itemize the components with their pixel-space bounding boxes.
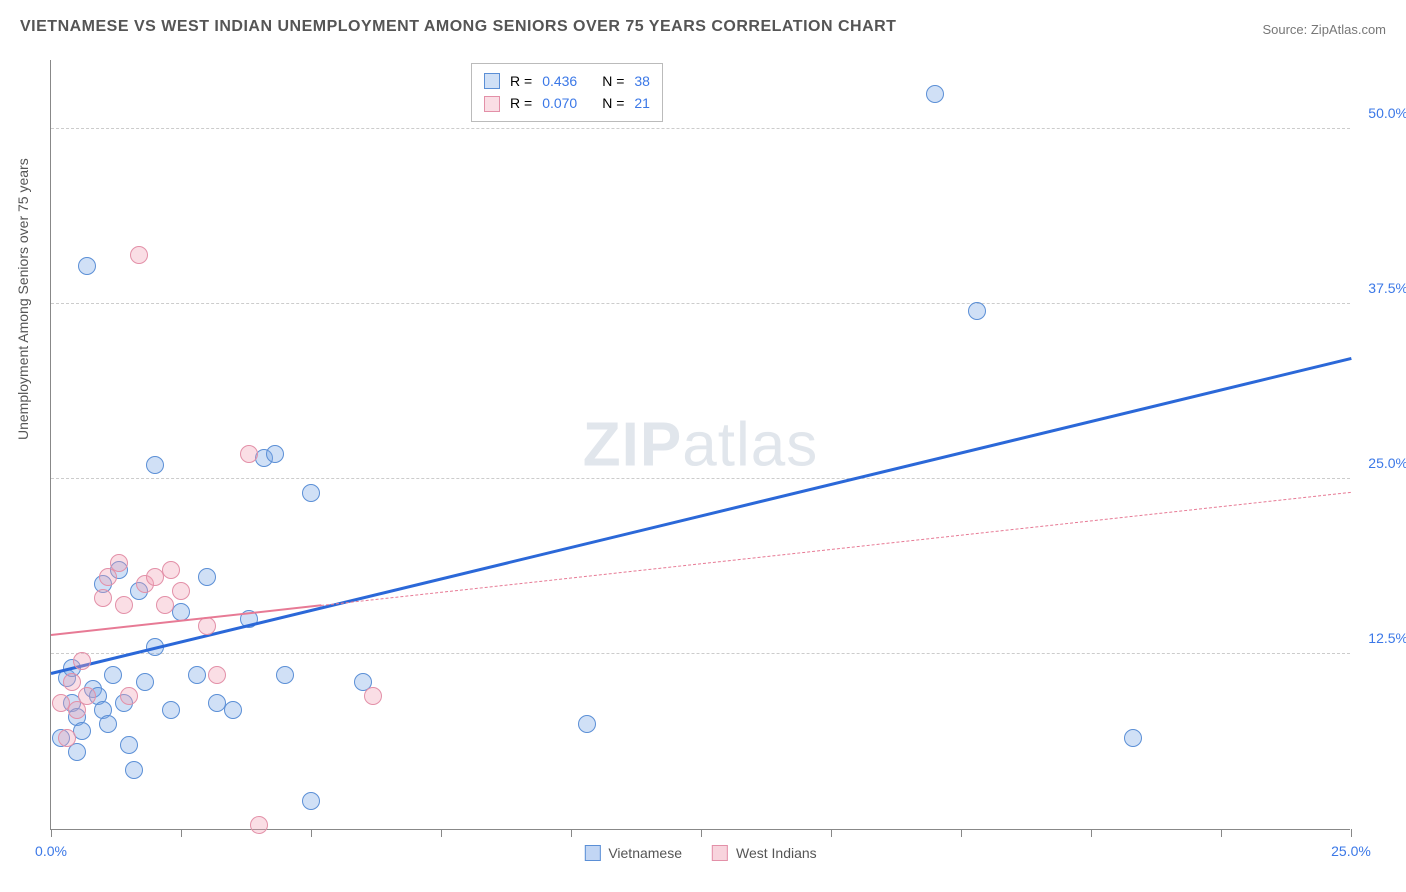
data-point — [130, 246, 148, 264]
data-point — [73, 652, 91, 670]
legend-label: West Indians — [736, 845, 817, 861]
data-point — [63, 673, 81, 691]
y-tick-label: 12.5% — [1368, 630, 1406, 646]
x-tick — [1221, 829, 1222, 837]
scatter-chart: ZIPatlas 12.5%25.0%37.5%50.0%0.0%25.0%R … — [50, 60, 1350, 830]
legend-r-label: R = — [510, 92, 532, 114]
data-point — [240, 445, 258, 463]
legend-n-label: N = — [602, 92, 624, 114]
data-point — [99, 715, 117, 733]
source-attribution: Source: ZipAtlas.com — [1262, 22, 1386, 37]
data-point — [162, 701, 180, 719]
trend-line — [321, 492, 1351, 606]
data-point — [110, 554, 128, 572]
data-point — [125, 761, 143, 779]
data-point — [364, 687, 382, 705]
data-point — [156, 596, 174, 614]
legend-r-value: 0.070 — [542, 92, 592, 114]
legend-swatch — [712, 845, 728, 861]
legend-r-value: 0.436 — [542, 70, 592, 92]
data-point — [968, 302, 986, 320]
legend-n-value: 38 — [634, 70, 650, 92]
x-tick — [51, 829, 52, 837]
data-point — [58, 729, 76, 747]
x-tick — [181, 829, 182, 837]
x-tick-label: 0.0% — [35, 843, 67, 859]
legend-n-label: N = — [602, 70, 624, 92]
x-tick — [961, 829, 962, 837]
gridline — [51, 128, 1350, 129]
data-point — [208, 666, 226, 684]
data-point — [78, 687, 96, 705]
data-point — [198, 617, 216, 635]
gridline — [51, 478, 1350, 479]
trend-line — [51, 357, 1352, 675]
data-point — [73, 722, 91, 740]
data-point — [104, 666, 122, 684]
data-point — [578, 715, 596, 733]
data-point — [302, 484, 320, 502]
x-tick — [311, 829, 312, 837]
gridline — [51, 653, 1350, 654]
chart-title: VIETNAMESE VS WEST INDIAN UNEMPLOYMENT A… — [20, 18, 896, 36]
legend-swatch — [584, 845, 600, 861]
legend-label: Vietnamese — [608, 845, 682, 861]
legend-n-value: 21 — [634, 92, 650, 114]
data-point — [162, 561, 180, 579]
data-point — [172, 582, 190, 600]
data-point — [250, 816, 268, 834]
y-tick-label: 37.5% — [1368, 280, 1406, 296]
data-point — [115, 596, 133, 614]
x-tick — [441, 829, 442, 837]
x-tick — [1351, 829, 1352, 837]
data-point — [78, 257, 96, 275]
data-point — [94, 589, 112, 607]
watermark: ZIPatlas — [583, 409, 818, 480]
data-point — [302, 792, 320, 810]
data-point — [926, 85, 944, 103]
gridline — [51, 303, 1350, 304]
data-point — [224, 701, 242, 719]
y-tick-label: 50.0% — [1368, 105, 1406, 121]
legend-r-label: R = — [510, 70, 532, 92]
data-point — [188, 666, 206, 684]
x-tick — [701, 829, 702, 837]
y-tick-label: 25.0% — [1368, 455, 1406, 471]
data-point — [198, 568, 216, 586]
data-point — [266, 445, 284, 463]
x-tick — [1091, 829, 1092, 837]
correlation-legend: R = 0.436 N = 38 R = 0.070 N = 21 — [471, 63, 663, 122]
x-tick — [571, 829, 572, 837]
x-tick — [831, 829, 832, 837]
x-tick-label: 25.0% — [1331, 843, 1371, 859]
legend-swatch — [484, 73, 500, 89]
legend-swatch — [484, 96, 500, 112]
data-point — [120, 736, 138, 754]
data-point — [120, 687, 138, 705]
data-point — [1124, 729, 1142, 747]
data-point — [136, 673, 154, 691]
y-axis-label: Unemployment Among Seniors over 75 years — [15, 158, 31, 440]
data-point — [146, 456, 164, 474]
series-legend: Vietnamese West Indians — [584, 845, 816, 861]
data-point — [276, 666, 294, 684]
